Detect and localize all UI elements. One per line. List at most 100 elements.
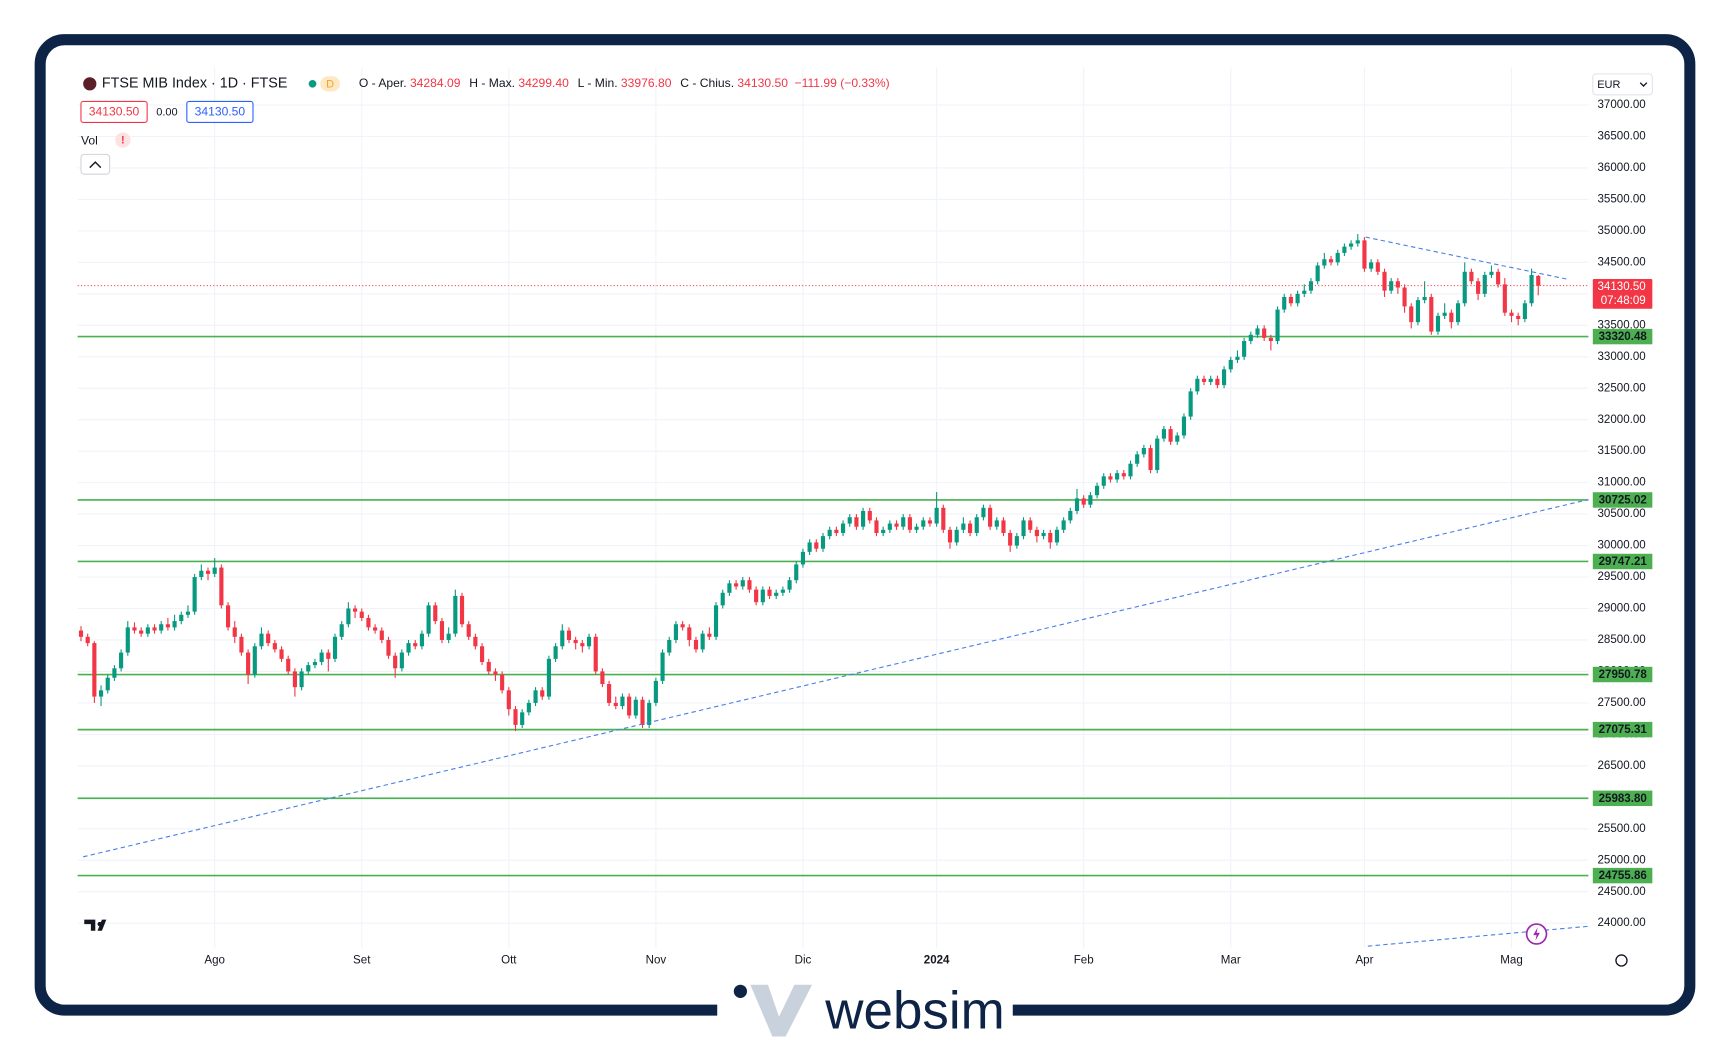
candle-body bbox=[1422, 296, 1427, 301]
trend-line bbox=[1367, 925, 1589, 947]
candle-body bbox=[820, 536, 826, 549]
candle-body bbox=[1101, 476, 1106, 486]
level-label-bg bbox=[1592, 328, 1653, 345]
candle-body bbox=[486, 661, 491, 672]
y-tick-label: 31000.00 bbox=[1597, 477, 1645, 489]
ohlc-change: −111.99 (−0.33%) bbox=[795, 76, 890, 90]
candle-body bbox=[867, 510, 872, 521]
candle-body bbox=[1001, 520, 1006, 533]
candle-body bbox=[1295, 293, 1300, 304]
candle-body bbox=[419, 633, 424, 647]
candle-body bbox=[1496, 271, 1501, 285]
candle-body bbox=[292, 671, 297, 688]
candle-body bbox=[1141, 448, 1146, 455]
candle-body bbox=[1522, 303, 1527, 320]
candle-body bbox=[1094, 485, 1100, 496]
candle-body bbox=[139, 630, 144, 634]
candle-body bbox=[219, 567, 224, 606]
candle-body bbox=[105, 677, 110, 691]
candle-body bbox=[847, 517, 852, 524]
candle-body bbox=[854, 517, 859, 527]
candle-body bbox=[673, 624, 679, 640]
candle-body bbox=[379, 630, 384, 640]
candle-body bbox=[1028, 520, 1033, 530]
candle-body bbox=[1529, 274, 1534, 304]
price-box[interactable] bbox=[80, 100, 148, 123]
candle-body bbox=[1188, 391, 1193, 417]
candle-body bbox=[172, 621, 177, 628]
candle-body bbox=[145, 627, 150, 634]
candle-body bbox=[306, 665, 311, 672]
candle-body bbox=[1135, 454, 1140, 464]
candle-body bbox=[660, 652, 665, 681]
candle-body bbox=[907, 517, 912, 530]
y-tick-label: 36500.00 bbox=[1597, 131, 1645, 143]
candle-body bbox=[239, 636, 244, 653]
candle-body bbox=[513, 709, 518, 725]
candle-body bbox=[1369, 262, 1374, 269]
ohlc-value: 34284.09 bbox=[410, 76, 461, 90]
currency-select[interactable] bbox=[1592, 73, 1653, 96]
candle-body bbox=[1242, 341, 1247, 357]
brand-name: websim bbox=[824, 981, 1004, 1040]
candle-body bbox=[967, 523, 973, 533]
trend-line bbox=[83, 498, 1589, 858]
candle-body bbox=[326, 652, 331, 659]
candle-body bbox=[700, 633, 705, 650]
candle-body bbox=[1068, 510, 1073, 521]
candle-body bbox=[179, 614, 184, 622]
candle-body bbox=[607, 684, 612, 703]
x-tick-label: Set bbox=[353, 955, 371, 967]
candle-body bbox=[466, 624, 471, 637]
candle-body bbox=[800, 551, 806, 565]
candle-body bbox=[1355, 240, 1360, 244]
candle-body bbox=[633, 699, 638, 716]
y-tick-label: 37000.00 bbox=[1597, 99, 1645, 111]
candle-body bbox=[727, 583, 732, 593]
candle-body bbox=[446, 633, 451, 640]
candle-body bbox=[406, 643, 411, 653]
level-label: 30725.02 bbox=[1599, 495, 1647, 507]
x-tick-label: Apr bbox=[1355, 955, 1373, 967]
level-label-bg bbox=[1592, 553, 1653, 570]
candle-body bbox=[787, 580, 792, 590]
y-tick-label: 32000.00 bbox=[1597, 414, 1645, 426]
candle-body bbox=[887, 523, 892, 530]
candle-body bbox=[881, 529, 886, 533]
candle-body bbox=[687, 627, 692, 640]
candle-body bbox=[413, 643, 418, 647]
candle-body bbox=[252, 646, 257, 675]
price-box[interactable] bbox=[186, 100, 254, 123]
level-label-bg bbox=[1592, 721, 1653, 738]
chevron-down bbox=[1639, 82, 1648, 87]
candle-body bbox=[246, 652, 251, 675]
collapse-button[interactable] bbox=[80, 153, 111, 175]
candle-body bbox=[1228, 359, 1233, 370]
candle-body bbox=[1469, 271, 1474, 282]
currency: EUR bbox=[1597, 79, 1620, 91]
candle-body bbox=[185, 611, 191, 615]
settings-icon[interactable] bbox=[1615, 954, 1628, 967]
candle-body bbox=[1201, 378, 1207, 382]
candle-body bbox=[165, 624, 170, 628]
alert-icon bbox=[115, 132, 131, 148]
alert-text: ! bbox=[121, 135, 125, 147]
level-label: 33320.48 bbox=[1599, 331, 1648, 343]
candle-body bbox=[1455, 303, 1461, 323]
candle-body bbox=[580, 643, 585, 647]
candle-body bbox=[205, 570, 211, 574]
ohlc-value: 34299.40 bbox=[518, 76, 569, 90]
ohlc-label: L - Min. bbox=[578, 76, 618, 90]
candle-body bbox=[780, 589, 785, 593]
candle-body bbox=[439, 621, 445, 640]
candle-body bbox=[874, 520, 879, 533]
ohlc-value: 33976.80 bbox=[621, 76, 672, 90]
candle-body bbox=[1335, 252, 1340, 263]
candle-body bbox=[1168, 429, 1173, 442]
candle-body bbox=[85, 636, 90, 644]
candle-body bbox=[1181, 416, 1187, 436]
y-tick-label: 33000.00 bbox=[1597, 351, 1645, 363]
level-label-bg bbox=[1592, 790, 1653, 807]
